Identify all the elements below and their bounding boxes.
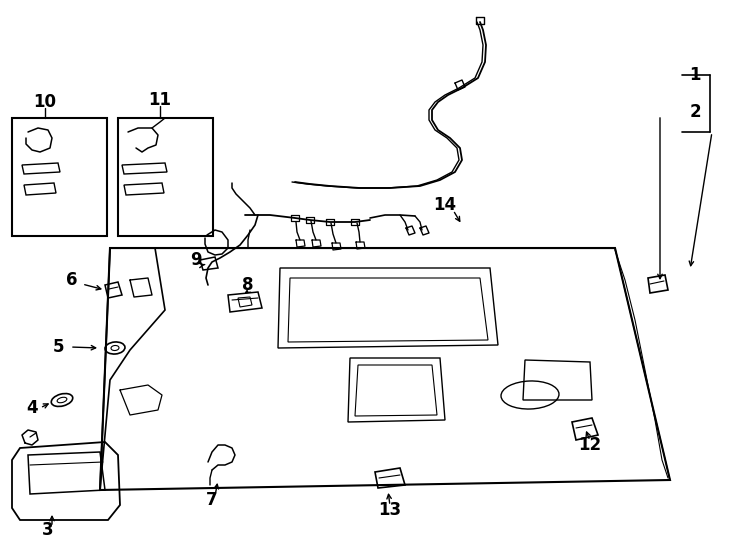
Text: 7: 7: [206, 491, 218, 509]
Bar: [12, 118, 107, 236]
Text: 9: 9: [190, 251, 202, 269]
Text: 11: 11: [148, 91, 172, 109]
Text: 2: 2: [689, 103, 701, 121]
Text: 3: 3: [42, 521, 54, 539]
Text: 14: 14: [434, 196, 457, 214]
Text: 8: 8: [242, 276, 254, 294]
Text: 13: 13: [379, 501, 401, 519]
Bar: [118, 118, 213, 236]
Text: 6: 6: [66, 271, 78, 289]
Text: 5: 5: [52, 338, 64, 356]
Text: 4: 4: [26, 399, 38, 417]
Text: 12: 12: [578, 436, 602, 454]
Text: 1: 1: [689, 66, 701, 84]
Text: 10: 10: [34, 93, 57, 111]
